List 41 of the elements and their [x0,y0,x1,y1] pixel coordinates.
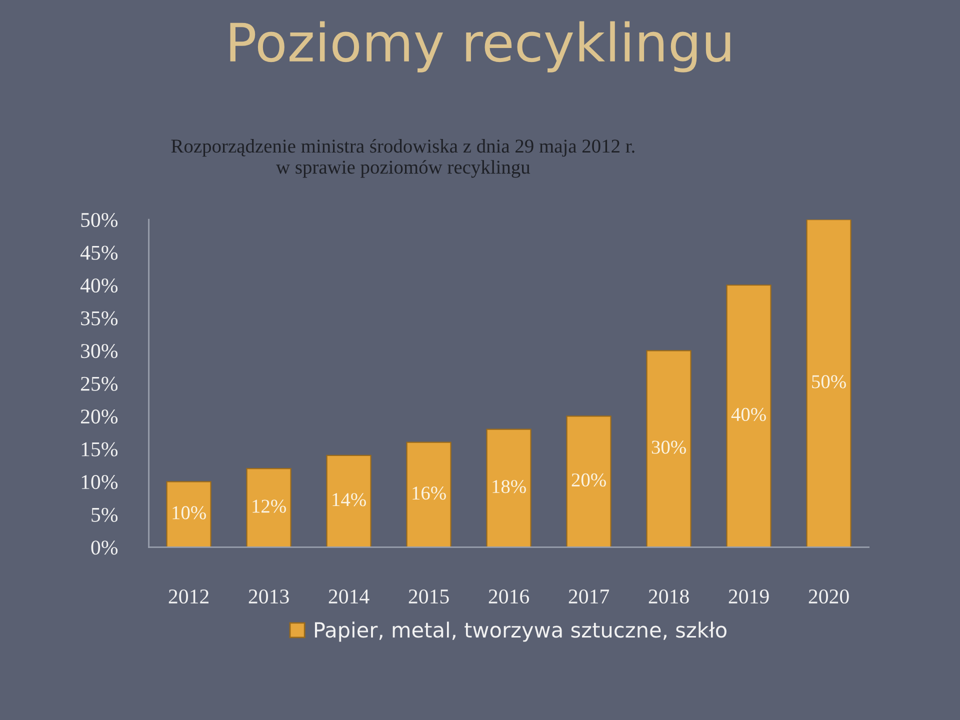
y-tick-label: 40% [80,278,118,293]
bar [166,481,212,548]
legend-label: Papier, metal, tworzywa sztuczne, szkło [314,622,726,642]
bar [646,350,692,548]
x-tick-label: 2017 [568,589,610,604]
data-label: 16% [412,486,446,500]
bar [566,416,612,548]
x-tick-label: 2012 [168,589,208,604]
y-tick-label: 25% [80,376,118,391]
y-tick-label: 10% [82,475,118,490]
bar [246,468,292,548]
bar [406,442,452,548]
x-tick-label: 2019 [728,589,769,604]
x-tick-label: 2018 [648,589,689,604]
data-label: 10% [172,506,206,520]
y-tick-label: 20% [80,410,118,424]
y-tick-label: 30% [81,344,118,358]
bar [726,284,772,548]
x-tick-label: 2014 [328,589,370,604]
data-label: 18% [492,480,526,494]
data-label: 40% [731,408,766,422]
y-tick-label: 50% [81,212,118,228]
x-tick-label: 2020 [808,589,849,604]
chart-subtitle: Rozporządzenie ministra środowiska z dnia 29 maja 2012 r. w sprawie poziomów recyklingu [171,139,634,178]
bar [486,428,532,548]
data-label: 20% [572,473,606,487]
x-tick-label: 2013 [248,589,289,604]
data-label: 50% [812,375,846,388]
bar [806,220,852,548]
y-tick-label: 45% [80,246,118,260]
data-label: 12% [252,500,286,513]
data-label: 14% [332,493,366,506]
y-tick-label: 15% [82,442,118,456]
bar [326,454,372,548]
x-tick-label: 2015 [408,589,449,604]
chart-title: Poziomy recyklingu [230,21,730,72]
data-label: 30% [652,440,686,454]
y-tick-label: 5% [92,508,118,522]
x-tick-label: 2016 [488,589,530,604]
y-tick-label: 35% [81,311,118,326]
y-tick-label: 0% [91,540,118,555]
